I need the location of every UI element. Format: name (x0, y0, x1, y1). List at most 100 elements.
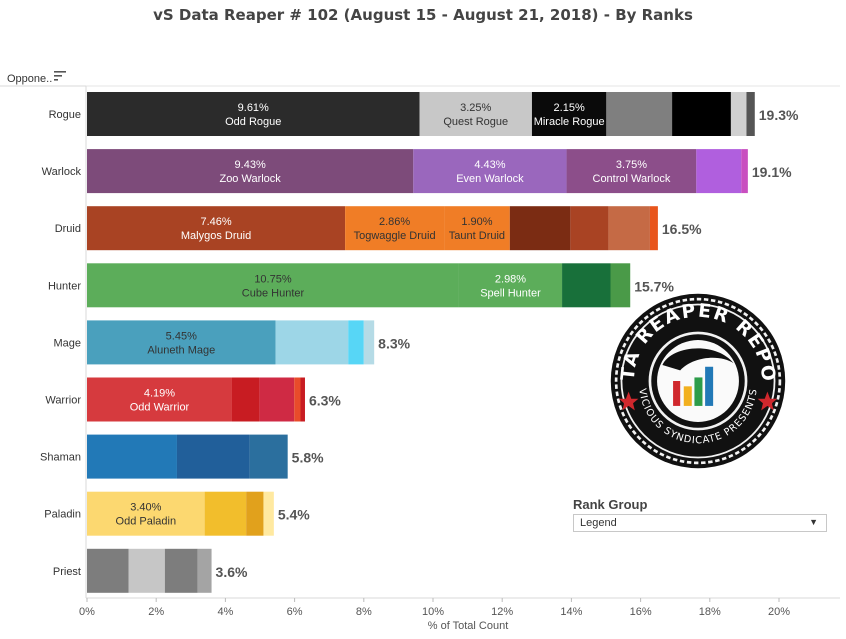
bar-segment[interactable] (128, 548, 165, 593)
row-label-warlock: Warlock (42, 166, 82, 178)
bar-segment[interactable] (87, 320, 276, 365)
segment-value-label: 3.75% (616, 159, 647, 171)
row-label-druid: Druid (55, 223, 81, 235)
bar-segment[interactable] (730, 92, 747, 136)
x-tick-label: 20% (768, 606, 790, 618)
bar-segment[interactable] (197, 548, 212, 593)
row-total-label: 5.4% (278, 507, 310, 523)
segment-value-label: 5.45% (166, 330, 197, 342)
x-tick-label: 16% (630, 606, 652, 618)
bar-segment[interactable] (608, 206, 650, 251)
rank-group-selected-value: Legend (580, 517, 617, 529)
opponent-column-header[interactable]: Oppone.. (7, 73, 53, 85)
bar-segment[interactable] (231, 377, 260, 422)
x-tick-label: 14% (560, 606, 582, 618)
row-label-warrior: Warrior (45, 395, 81, 407)
bar-segment[interactable] (562, 263, 611, 308)
segment-name-label: Taunt Druid (449, 230, 505, 242)
x-tick-label: 8% (356, 606, 372, 618)
segment-name-label: Odd Paladin (116, 516, 177, 528)
bar-segment[interactable] (570, 206, 609, 251)
bar-segment[interactable] (566, 149, 697, 194)
bar-segment[interactable] (458, 263, 563, 308)
row-total-label: 5.8% (292, 450, 324, 466)
segment-value-label: 3.40% (130, 502, 161, 514)
segment-value-label: 3.25% (460, 102, 491, 114)
row-label-paladin: Paladin (44, 509, 81, 521)
segment-value-label: 2.98% (495, 273, 526, 285)
segment-name-label: Even Warlock (456, 173, 524, 185)
bar-segment[interactable] (204, 491, 247, 536)
bar-segment[interactable] (87, 491, 205, 536)
bar-segment[interactable] (649, 206, 658, 251)
bar-segment[interactable] (345, 206, 445, 251)
segment-name-label: Quest Rogue (443, 116, 508, 128)
bar-segment[interactable] (87, 263, 459, 308)
x-axis-title: % of Total Count (427, 620, 509, 632)
bar-segment[interactable] (746, 92, 755, 136)
bar-segment[interactable] (696, 149, 742, 194)
sort-icon[interactable] (54, 71, 66, 81)
bar-segment[interactable] (87, 149, 414, 194)
bar-segment[interactable] (610, 263, 631, 308)
bar-segment[interactable] (363, 320, 375, 365)
legend-title: Rank Group (573, 497, 648, 512)
segment-value-label: 9.43% (235, 159, 266, 171)
segment-value-label: 4.43% (474, 159, 505, 171)
rank-group-dropdown[interactable]: Legend ▼ (573, 514, 827, 532)
bar-segment[interactable] (259, 377, 295, 422)
bar-segment[interactable] (275, 320, 349, 365)
chevron-down-icon: ▼ (809, 517, 818, 527)
bar-segment[interactable] (348, 320, 364, 365)
segment-name-label: Malygos Druid (181, 230, 251, 242)
bar-segment[interactable] (87, 377, 232, 422)
chart-title: vS Data Reaper # 102 (August 15 - August… (153, 6, 693, 24)
bar-segment[interactable] (176, 434, 250, 479)
row-label-priest: Priest (53, 566, 81, 578)
row-total-label: 16.5% (662, 221, 702, 237)
bar-segment[interactable] (300, 377, 305, 422)
x-tick-label: 18% (699, 606, 721, 618)
row-total-label: 6.3% (309, 393, 341, 409)
bar-segment[interactable] (263, 491, 274, 536)
bar-segment[interactable] (419, 92, 532, 136)
segment-name-label: Togwaggle Druid (354, 230, 436, 242)
x-tick-label: 6% (287, 606, 303, 618)
bar-segment[interactable] (741, 149, 748, 194)
segment-name-label: Spell Hunter (480, 287, 541, 299)
bar-segment[interactable] (87, 206, 346, 251)
bar-segment[interactable] (249, 434, 288, 479)
bar-segment[interactable] (444, 206, 510, 251)
bar-segment[interactable] (87, 92, 420, 136)
segment-value-label: 2.86% (379, 216, 410, 228)
x-tick-label: 0% (79, 606, 95, 618)
bar-segment[interactable] (531, 92, 607, 136)
row-total-label: 3.6% (216, 564, 248, 580)
row-total-label: 19.3% (759, 107, 799, 123)
bar-segment[interactable] (164, 548, 198, 593)
bar-segment[interactable] (509, 206, 571, 251)
row-label-rogue: Rogue (49, 109, 81, 121)
segment-name-label: Aluneth Mage (147, 344, 215, 356)
row-total-label: 15.7% (634, 278, 674, 294)
segment-value-label: 2.15% (554, 102, 585, 114)
bar-segment[interactable] (413, 149, 567, 194)
row-total-label: 8.3% (378, 335, 410, 351)
bar-segment[interactable] (87, 548, 129, 593)
segment-name-label: Odd Warrior (130, 402, 190, 414)
bar-segment[interactable] (246, 491, 264, 536)
bar-segment[interactable] (294, 377, 301, 422)
segment-value-label: 7.46% (200, 216, 231, 228)
bar-segment[interactable] (672, 92, 731, 136)
segment-name-label: Miracle Rogue (534, 116, 605, 128)
segment-value-label: 9.61% (238, 102, 269, 114)
segment-value-label: 1.90% (461, 216, 492, 228)
row-label-shaman: Shaman (40, 452, 81, 464)
x-tick-label: 2% (148, 606, 164, 618)
bar-segment[interactable] (606, 92, 673, 136)
segment-name-label: Odd Rogue (225, 116, 281, 128)
segment-name-label: Zoo Warlock (219, 173, 281, 185)
segment-name-label: Cube Hunter (242, 287, 305, 299)
bar-segment[interactable] (87, 434, 177, 479)
